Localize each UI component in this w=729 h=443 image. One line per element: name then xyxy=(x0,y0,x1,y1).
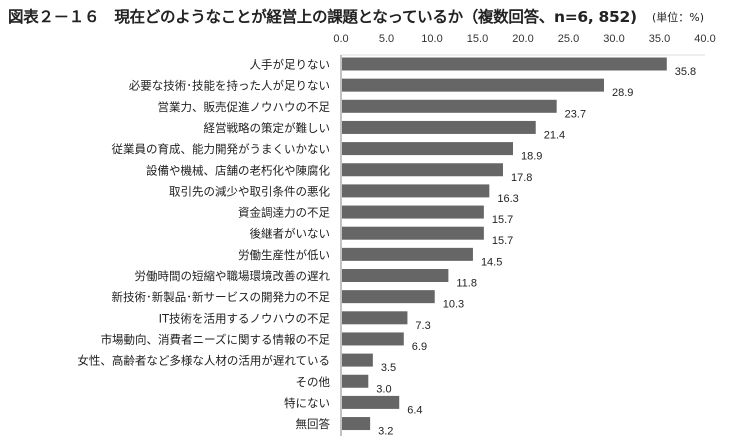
category-label: 営業力、販売促進ノウハウの不足 xyxy=(158,100,331,114)
value-label: 10.3 xyxy=(443,299,464,311)
value-label: 35.8 xyxy=(675,66,696,78)
category-label: 必要な技術･技能を持った人が足りない xyxy=(129,79,330,93)
bar xyxy=(342,205,484,219)
bar xyxy=(342,290,435,304)
category-label: 人手が足りない xyxy=(250,58,331,72)
value-label: 3.2 xyxy=(378,426,393,438)
value-label: 21.4 xyxy=(544,129,565,141)
value-label: 17.8 xyxy=(511,172,532,184)
bar xyxy=(342,269,449,282)
chart-title: 図表２－１６ 現在どのようなことが経営上の課題となっているか（複数回答、n=6,… xyxy=(8,8,637,26)
category-label: 無回答 xyxy=(296,417,331,431)
category-label: 市場動向、消費者ニーズに関する情報の不足 xyxy=(101,332,331,346)
x-tick-label: 15.0 xyxy=(467,33,488,45)
bar xyxy=(342,184,490,198)
value-label: 6.9 xyxy=(412,341,427,353)
value-label: 3.0 xyxy=(376,383,391,395)
bar xyxy=(342,353,373,367)
category-label: 資金調達力の不足 xyxy=(238,206,330,220)
value-label: 15.7 xyxy=(492,235,513,247)
category-label: 取引先の減少や取引条件の悪化 xyxy=(169,184,330,198)
category-label: 設備や機械、店舗の老朽化や陳腐化 xyxy=(146,163,330,177)
value-label: 23.7 xyxy=(565,108,586,120)
category-label: 特にない xyxy=(284,396,330,410)
x-tick-label: 40.0 xyxy=(694,33,715,45)
x-tick-label: 10.0 xyxy=(421,33,442,45)
category-label: その他 xyxy=(296,375,331,389)
x-tick-label: 35.0 xyxy=(649,33,670,45)
bar xyxy=(342,120,536,134)
value-label: 16.3 xyxy=(497,193,518,205)
category-label: 従業員の育成、能力開発がうまくいかない xyxy=(112,142,331,156)
category-label: 労働生産性が低い xyxy=(238,248,330,262)
bar xyxy=(342,99,557,113)
bar xyxy=(342,163,503,177)
category-label: 女性、高齢者など多様な人材の活用が遅れている xyxy=(77,354,330,368)
bar xyxy=(342,57,667,71)
category-label: 新技術･新製品･新サービスの開発力の不足 xyxy=(112,290,331,304)
x-tick-label: 25.0 xyxy=(558,33,579,45)
category-label: 後継者がいない xyxy=(250,227,331,241)
bar xyxy=(342,395,400,409)
bar xyxy=(342,332,404,346)
value-label: 28.9 xyxy=(612,87,633,99)
bar xyxy=(342,247,473,261)
bar xyxy=(342,142,513,156)
bar xyxy=(342,374,369,388)
x-tick-label: 30.0 xyxy=(603,33,624,45)
x-tick-label: 5.0 xyxy=(379,33,394,45)
bar xyxy=(342,311,408,325)
bar xyxy=(342,417,371,431)
value-label: 7.3 xyxy=(415,320,430,332)
value-label: 14.5 xyxy=(481,256,502,268)
category-label: 経営戦略の策定が難しい xyxy=(204,121,331,135)
value-label: 11.8 xyxy=(456,278,477,290)
unit-label: (単位：%) xyxy=(652,11,705,24)
bar xyxy=(342,226,484,240)
value-label: 15.7 xyxy=(492,214,513,226)
category-label: IT技術を活用するノウハウの不足 xyxy=(159,311,331,325)
x-tick-label: 20.0 xyxy=(512,33,533,45)
value-label: 3.5 xyxy=(381,362,396,374)
value-label: 6.4 xyxy=(407,404,422,416)
category-label: 労働時間の短縮や職場環境改善の遅れ xyxy=(135,269,331,283)
x-tick-label: 0.0 xyxy=(333,33,348,45)
value-label: 18.9 xyxy=(521,151,542,163)
bar xyxy=(342,78,604,92)
